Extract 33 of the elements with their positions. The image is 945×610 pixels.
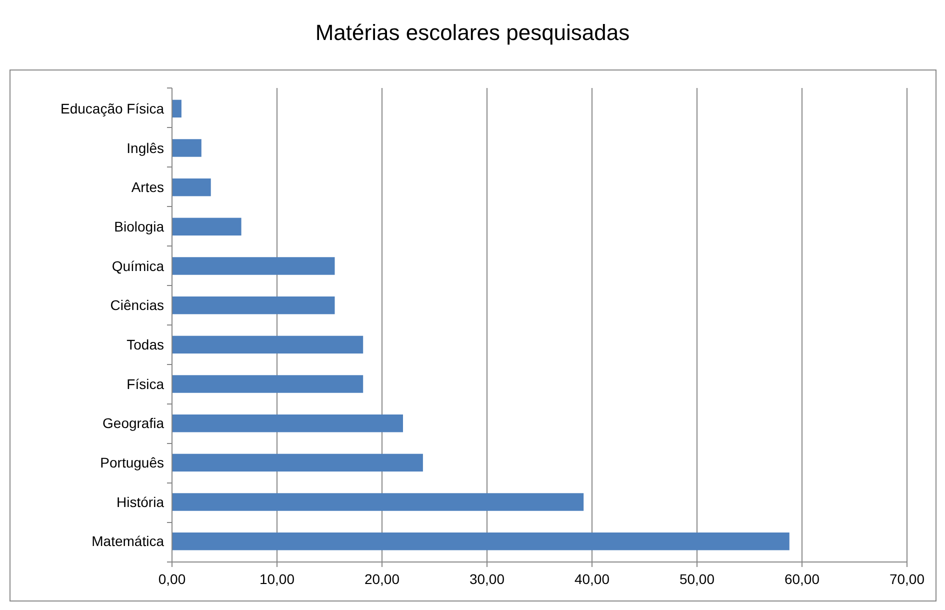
x-tick-label: 0,00 — [158, 571, 186, 587]
bar — [172, 100, 182, 118]
y-tick-label: Artes — [131, 179, 164, 196]
y-tick-label: Português — [100, 454, 164, 471]
y-tick-label: Física — [126, 376, 164, 392]
y-tick-label: Biologia — [114, 218, 164, 235]
x-tick-label: 60,00 — [784, 571, 820, 587]
chart-title: Matérias escolares pesquisadas — [315, 20, 630, 45]
y-tick-label: Química — [112, 258, 164, 274]
x-tick-label: 20,00 — [364, 571, 400, 587]
bar — [172, 454, 423, 472]
y-tick-label: Matemática — [92, 533, 164, 550]
x-tick-label: 40,00 — [574, 571, 610, 587]
bar — [172, 139, 202, 157]
bar — [172, 296, 335, 314]
y-tick-label: Geografia — [102, 415, 164, 432]
bar — [172, 493, 584, 511]
x-tick-label: 50,00 — [679, 571, 715, 587]
x-tick-label: 10,00 — [259, 571, 295, 587]
y-tick-label: Educação Física — [60, 100, 164, 117]
bar — [172, 375, 364, 393]
y-tick-label: Ciências — [110, 297, 164, 314]
bar — [172, 336, 364, 354]
bar — [172, 257, 335, 275]
bar — [172, 218, 242, 236]
x-tick-label: 30,00 — [469, 571, 505, 587]
y-tick-label: História — [116, 494, 164, 510]
x-tick-label: 70,00 — [889, 571, 925, 587]
y-tick-label: Inglês — [126, 140, 164, 156]
bar — [172, 178, 211, 196]
bar — [172, 532, 790, 550]
y-tick-label: Todas — [126, 336, 164, 353]
bar — [172, 414, 403, 432]
